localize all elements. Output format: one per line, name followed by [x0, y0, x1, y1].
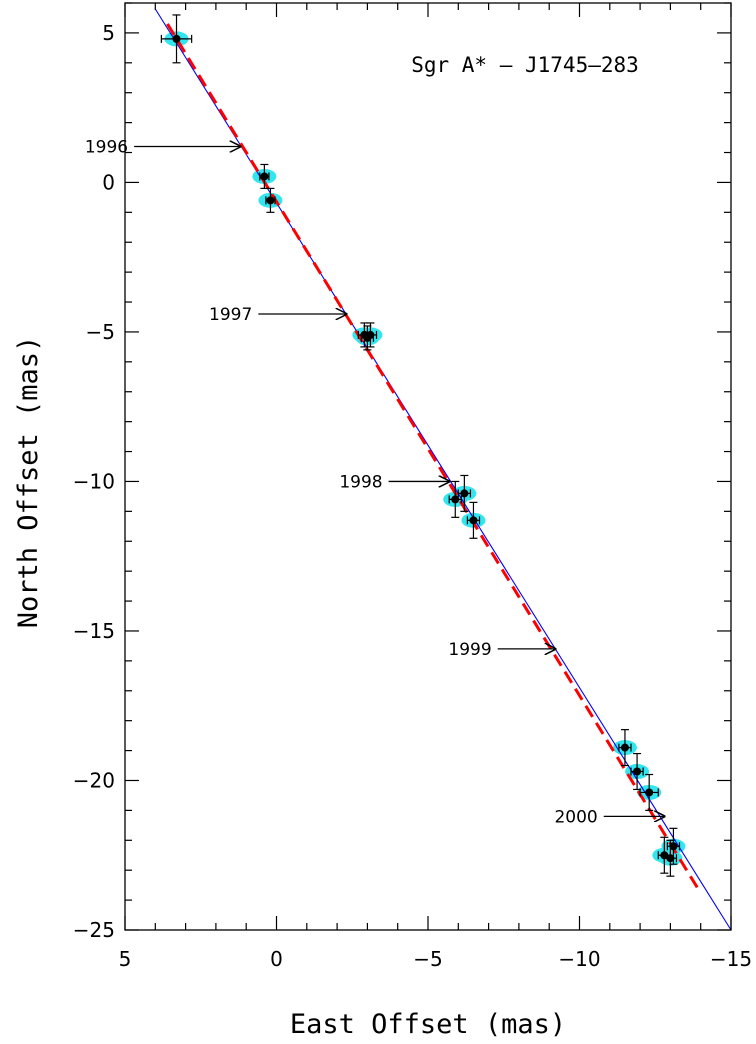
data-point [669, 842, 678, 851]
tick-labels: 5 0 −5 −10 −15 5 0 −5 −10 −15 −20 −25 [73, 21, 752, 971]
y-tick-label: −10 [73, 469, 115, 493]
epoch-label: 1996 [85, 138, 128, 158]
y-tick-label: −20 [73, 768, 115, 792]
data-point [451, 495, 460, 504]
axis-ticks [124, 2, 732, 931]
data-point [266, 196, 275, 205]
data-point [260, 172, 269, 181]
y-tick-label: 0 [102, 170, 115, 194]
data-point [620, 743, 629, 752]
x-tick-label: −5 [413, 947, 442, 971]
fit-lines [154, 8, 732, 931]
x-axis-title: East Offset (mas) [290, 1009, 566, 1040]
data-point [633, 767, 642, 776]
epoch-annotations: 1996 1997 1998 1999 2000 [85, 138, 665, 827]
y-tick-label: 5 [102, 21, 115, 45]
epoch-label: 2000 [554, 807, 597, 827]
data-point [469, 516, 478, 525]
epoch-label: 1997 [209, 305, 252, 325]
data-point [460, 489, 469, 498]
y-axis-title: North Offset (mas) [13, 336, 44, 629]
y-tick-label: −25 [73, 918, 115, 942]
x-tick-label: 0 [270, 947, 283, 971]
data-point [172, 34, 181, 43]
y-tick-label: −5 [86, 320, 115, 344]
data-point [666, 854, 675, 863]
plot-title: Sgr A* – J1745–283 [411, 53, 639, 77]
epoch-label: 1998 [339, 472, 382, 492]
x-tick-label: −15 [710, 947, 752, 971]
data-point [366, 330, 375, 339]
epoch-label: 1999 [448, 640, 491, 660]
x-tick-label: −10 [558, 947, 600, 971]
data-point [645, 788, 654, 797]
x-tick-label: 5 [119, 947, 132, 971]
data-points [160, 14, 681, 877]
y-tick-label: −15 [73, 619, 115, 643]
dashed-fit-line [166, 23, 699, 889]
